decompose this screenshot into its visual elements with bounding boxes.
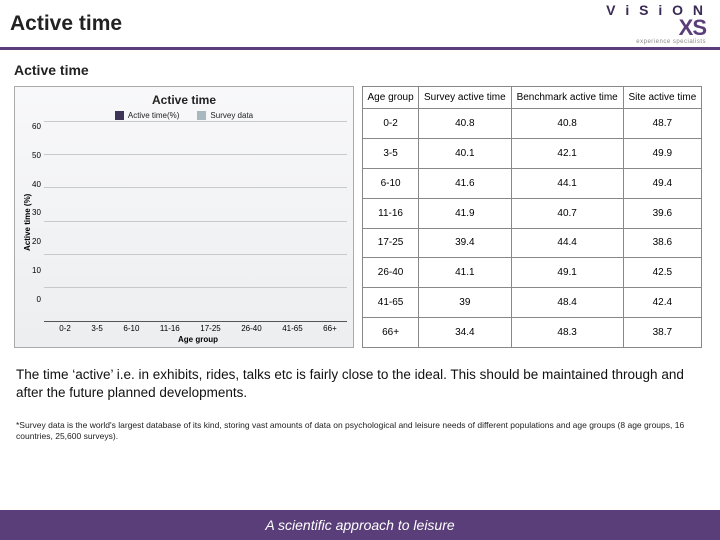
table-row: 6-1041.644.149.4 (363, 168, 702, 198)
y-tick: 30 (32, 208, 41, 217)
legend-series2: Survey data (197, 111, 253, 120)
table-row: 41-653948.442.4 (363, 288, 702, 318)
table-row: 17-2539.444.438.6 (363, 228, 702, 258)
table-cell: 48.7 (623, 109, 701, 139)
legend-swatch-2 (197, 111, 206, 120)
page-title: Active time (10, 12, 122, 36)
x-tick: 17-25 (200, 324, 220, 333)
legend-swatch-1 (115, 111, 124, 120)
footnote: *Survey data is the world's largest data… (0, 402, 720, 442)
bars-row (44, 122, 347, 321)
x-axis-label: Age group (21, 335, 347, 344)
chart-legend: Active time(%) Survey data (21, 111, 347, 120)
table-cell: 49.4 (623, 168, 701, 198)
table-cell: 41-65 (363, 288, 419, 318)
table-cell: 3-5 (363, 138, 419, 168)
table-row: 3-540.142.149.9 (363, 138, 702, 168)
active-time-chart: Active time Active time(%) Survey data A… (14, 86, 354, 348)
x-tick: 0-2 (59, 324, 71, 333)
table-header: Age group (363, 87, 419, 109)
table-cell: 44.4 (511, 228, 623, 258)
table-cell: 6-10 (363, 168, 419, 198)
table-cell: 41.1 (419, 258, 511, 288)
table-row: 11-1641.940.739.6 (363, 198, 702, 228)
table-cell: 40.8 (419, 109, 511, 139)
logo: V i S i O N XS experience specialists (606, 3, 706, 45)
y-tick: 0 (32, 295, 41, 304)
logo-tagline: experience specialists (606, 39, 706, 45)
table-cell: 42.5 (623, 258, 701, 288)
table-cell: 38.7 (623, 318, 701, 348)
table-cell: 48.4 (511, 288, 623, 318)
table-row: 0-240.840.848.7 (363, 109, 702, 139)
table-cell: 41.6 (419, 168, 511, 198)
table-cell: 38.6 (623, 228, 701, 258)
table-header: Site active time (623, 87, 701, 109)
table-cell: 40.7 (511, 198, 623, 228)
table-cell: 48.3 (511, 318, 623, 348)
chart-title: Active time (21, 93, 347, 107)
footer-band: A scientific approach to leisure (0, 510, 720, 540)
y-axis-ticks: 60 50 40 30 20 10 0 (32, 122, 44, 322)
chart-frame: Active time (%) 60 50 40 30 20 10 0 (21, 122, 347, 322)
x-tick: 41-65 (282, 324, 302, 333)
y-tick: 40 (32, 180, 41, 189)
table-cell: 40.8 (511, 109, 623, 139)
table-row: 26-4041.149.142.5 (363, 258, 702, 288)
x-tick: 11-16 (160, 324, 180, 333)
y-tick: 50 (32, 151, 41, 160)
legend-series1: Active time(%) (115, 111, 180, 120)
x-tick: 3-5 (91, 324, 103, 333)
table-cell: 42.4 (623, 288, 701, 318)
table-cell: 11-16 (363, 198, 419, 228)
logo-xs-text: XS (606, 17, 706, 39)
legend-label-2: Survey data (210, 111, 253, 120)
table-cell: 49.9 (623, 138, 701, 168)
header-band: Active time V i S i O N XS experience sp… (0, 0, 720, 50)
table-row: 66+34.448.338.7 (363, 318, 702, 348)
table-cell: 49.1 (511, 258, 623, 288)
table-cell: 39 (419, 288, 511, 318)
table-cell: 66+ (363, 318, 419, 348)
table-header: Survey active time (419, 87, 511, 109)
table-cell: 41.9 (419, 198, 511, 228)
x-axis-ticks: 0-2 3-5 6-10 11-16 17-25 26-40 41-65 66+ (21, 322, 347, 333)
table-cell: 42.1 (511, 138, 623, 168)
table-header: Benchmark active time (511, 87, 623, 109)
table-cell: 39.6 (623, 198, 701, 228)
legend-label-1: Active time(%) (128, 111, 180, 120)
x-tick: 6-10 (123, 324, 139, 333)
active-time-table: Age groupSurvey active timeBenchmark act… (362, 86, 702, 348)
table-cell: 44.1 (511, 168, 623, 198)
x-tick: 26-40 (241, 324, 261, 333)
table-cell: 0-2 (363, 109, 419, 139)
chart-plot-area (44, 122, 347, 322)
y-tick: 60 (32, 122, 41, 131)
table-cell: 40.1 (419, 138, 511, 168)
table-cell: 34.4 (419, 318, 511, 348)
x-tick: 66+ (323, 324, 337, 333)
table-cell: 39.4 (419, 228, 511, 258)
y-tick: 10 (32, 266, 41, 275)
y-axis-label: Active time (%) (21, 122, 32, 322)
table-cell: 17-25 (363, 228, 419, 258)
table-cell: 26-40 (363, 258, 419, 288)
section-subtitle: Active time (0, 50, 720, 86)
content-row: Active time Active time(%) Survey data A… (0, 86, 720, 348)
body-paragraph: The time ‘active’ i.e. in exhibits, ride… (0, 348, 720, 402)
y-tick: 20 (32, 237, 41, 246)
